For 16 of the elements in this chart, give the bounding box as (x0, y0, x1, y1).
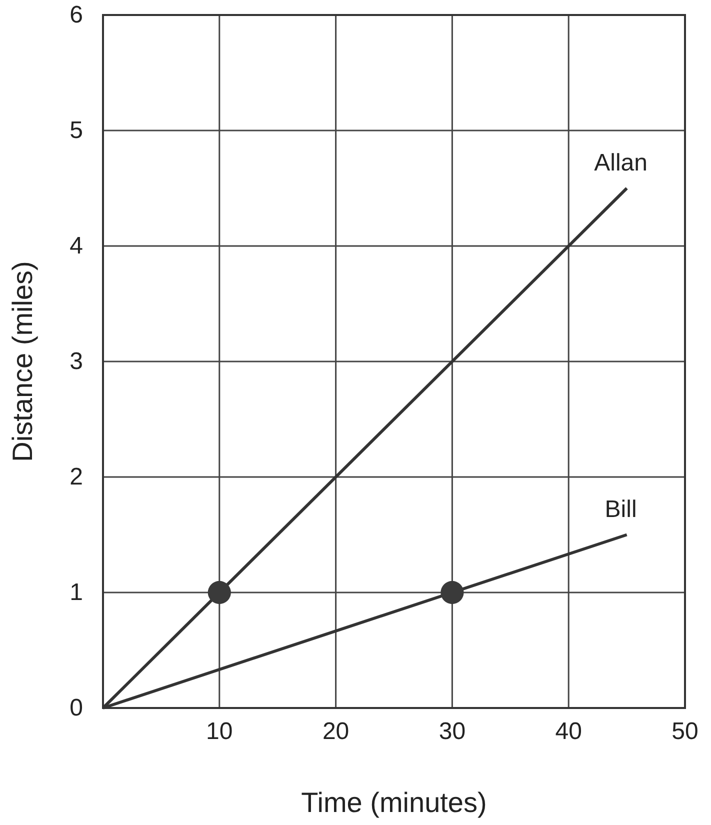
y-tick-label: 3 (70, 348, 83, 376)
series-label: Bill (604, 496, 637, 523)
x-tick-label: 50 (672, 718, 698, 746)
y-tick-label: 5 (70, 117, 83, 144)
x-tick-label: 10 (206, 718, 233, 746)
x-tick-label: 30 (438, 718, 466, 746)
y-tick-label: 6 (70, 2, 83, 29)
y-tick-label: 1 (70, 579, 83, 606)
series-label: Allan (594, 149, 648, 176)
x-axis-title: Time (minutes) (301, 787, 487, 818)
y-axis-title: Distance (miles) (7, 261, 38, 462)
x-tick-label: 40 (555, 718, 582, 746)
y-tick-label: 4 (70, 232, 83, 260)
x-tick-label: 20 (322, 718, 350, 746)
y-tick-label: 0 (70, 694, 83, 722)
y-tick-label: 2 (70, 464, 83, 491)
